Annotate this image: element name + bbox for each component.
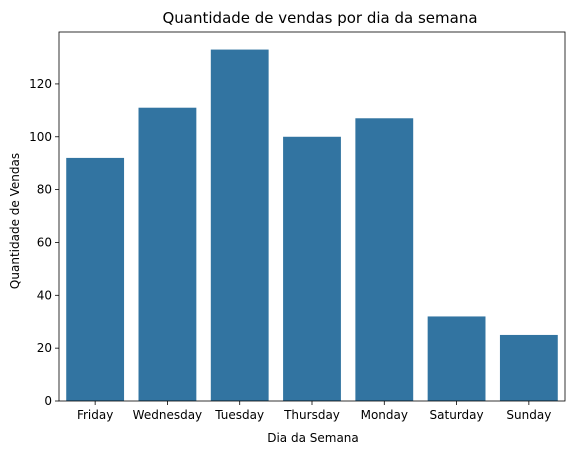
bar-sunday bbox=[499, 334, 558, 401]
x-tick-label: Friday bbox=[77, 408, 113, 422]
plot-frame bbox=[58, 31, 566, 402]
bar-saturday bbox=[427, 316, 486, 401]
bar-monday bbox=[355, 118, 414, 401]
x-axis-label: Dia da Semana bbox=[267, 431, 359, 445]
y-axis-ticks: 0 20 40 60 80 100 120 bbox=[29, 77, 59, 408]
y-tick-label: 120 bbox=[29, 77, 52, 91]
y-tick-label: 100 bbox=[29, 130, 52, 144]
x-tick-label: Thursday bbox=[283, 408, 340, 422]
y-axis-label: Quantidade de Vendas bbox=[8, 153, 22, 289]
y-tick-label: 80 bbox=[37, 183, 52, 197]
x-tick-label: Monday bbox=[361, 408, 408, 422]
x-tick-label: Sunday bbox=[506, 408, 551, 422]
y-tick-label: 20 bbox=[37, 341, 52, 355]
chart-title: Quantidade de vendas por dia da semana bbox=[162, 9, 477, 27]
bar-wednesday bbox=[138, 107, 197, 402]
y-tick-label: 40 bbox=[37, 288, 52, 302]
bar-friday bbox=[66, 157, 125, 401]
y-tick-label: 60 bbox=[37, 235, 52, 249]
x-tick-label: Wednesday bbox=[133, 408, 202, 422]
bars bbox=[66, 49, 558, 402]
bar-thursday bbox=[283, 136, 341, 401]
x-tick-label: Tuesday bbox=[214, 408, 264, 422]
y-tick-label: 0 bbox=[44, 394, 52, 408]
x-tick-label: Saturday bbox=[430, 408, 484, 422]
x-axis-ticks: Friday Wednesday Tuesday Thursday Monday Satu… bbox=[77, 401, 551, 422]
bar-tuesday bbox=[210, 49, 269, 401]
